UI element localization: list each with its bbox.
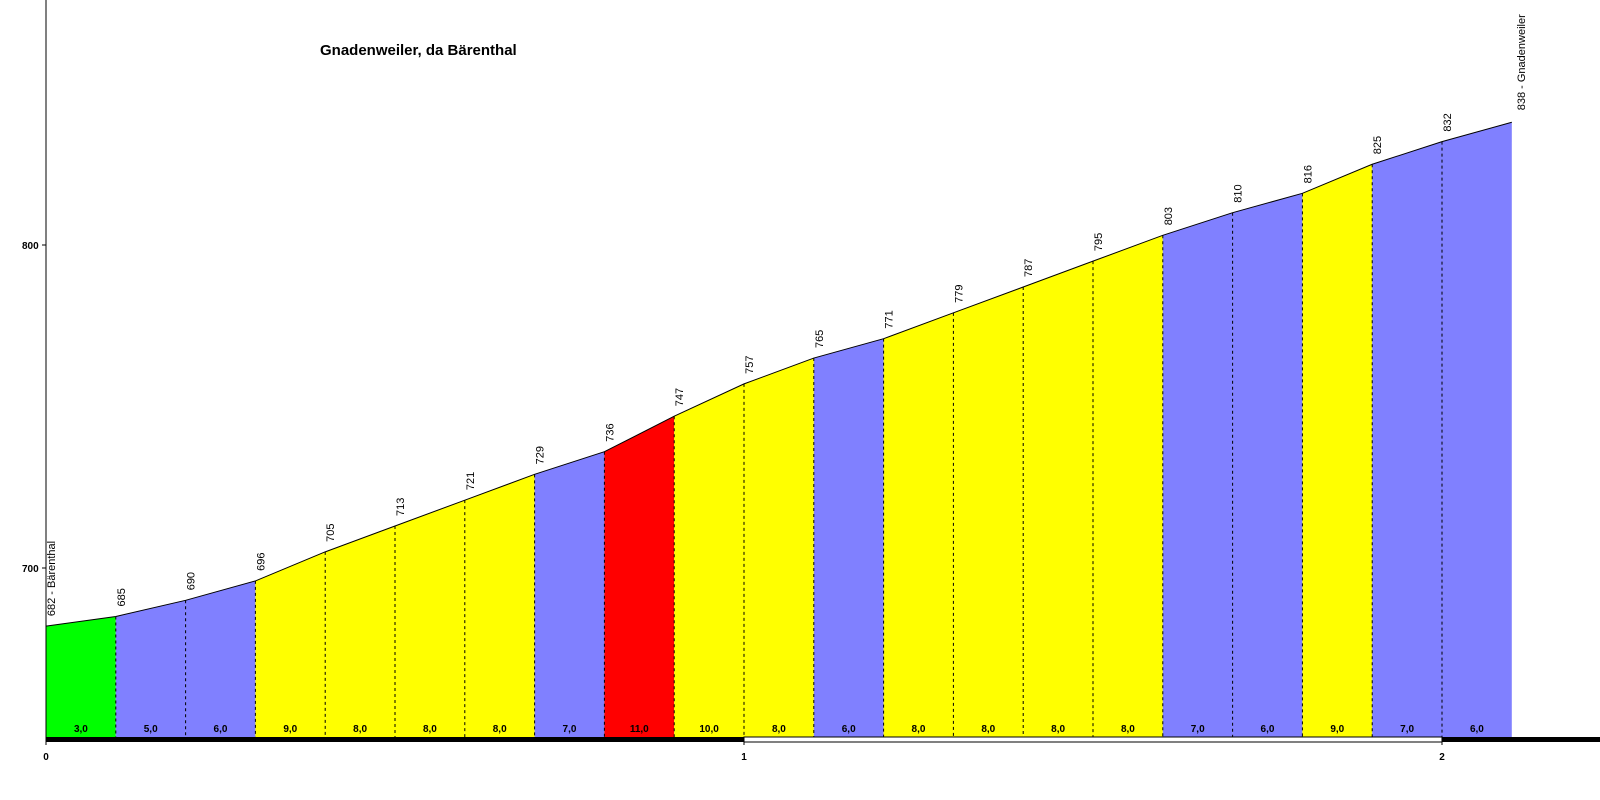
profile-line	[45, 121, 1512, 627]
elevation-label: 787	[1023, 259, 1035, 277]
gradient-segment	[1093, 235, 1163, 737]
gradient-label: 8,0	[981, 724, 995, 735]
elevation-label: 832	[1442, 113, 1454, 131]
elevation-label: 690	[186, 572, 198, 590]
gradient-segment	[464, 474, 535, 737]
elevation-label: 795	[1093, 233, 1105, 251]
elevation-label: 771	[884, 310, 896, 328]
gradient-segment	[395, 500, 465, 737]
gradient-label: 6,0	[1470, 724, 1484, 735]
gradient-segment	[744, 358, 814, 737]
gradient-segment	[115, 600, 186, 737]
gradient-label: 8,0	[353, 724, 367, 735]
gradient-label: 9,0	[1330, 724, 1344, 735]
elevation-label: 779	[953, 284, 965, 302]
elevation-label: 713	[395, 498, 407, 516]
gradient-label: 8,0	[423, 724, 437, 735]
gradient-label: 11,0	[630, 724, 649, 735]
elevation-label: 803	[1163, 207, 1175, 225]
elevation-label: 816	[1302, 165, 1314, 183]
x-axis-bar	[1442, 737, 1600, 742]
gradient-segment	[534, 451, 605, 737]
gradient-label: 5,0	[144, 724, 158, 735]
data-labels: 3,0 5,0 6,0 9,0 8,0 8,0 8,0 7,0 11,0 10,0 8,0 6,0 8,…	[46, 14, 1528, 735]
x-axis-bar	[743, 736, 1443, 743]
y-tick-label: 700	[22, 564, 39, 575]
gradient-segment	[255, 551, 326, 737]
gradient-segment	[813, 338, 884, 737]
gradient-segment	[1162, 212, 1233, 737]
elevation-label: 757	[744, 356, 756, 374]
profile-line-group	[45, 121, 1512, 627]
axes: 700 800 0 1 2	[22, 0, 1600, 763]
gradient-segment	[1232, 193, 1303, 737]
gradient-label: 8,0	[1121, 724, 1135, 735]
gradient-segment	[674, 383, 744, 737]
elevation-label: 729	[535, 446, 547, 464]
gradient-label: 6,0	[842, 724, 856, 735]
start-elevation-label: 682 - Bärenthal	[46, 541, 58, 616]
gradient-segment	[604, 416, 675, 737]
elevation-label: 685	[116, 588, 128, 606]
gradient-label: 8,0	[772, 724, 786, 735]
x-tick-label: 1	[741, 752, 747, 763]
elevation-label: 721	[465, 472, 477, 490]
gradient-segment	[185, 580, 256, 737]
gradient-label: 6,0	[1261, 724, 1275, 735]
gradient-label: 8,0	[493, 724, 507, 735]
gradient-segment	[325, 526, 395, 737]
segment-dividers	[115, 141, 1443, 737]
x-tick-label: 2	[1439, 752, 1445, 763]
elevation-label: 765	[814, 330, 826, 348]
gradient-segment	[1442, 122, 1512, 737]
elevation-label: 696	[255, 553, 267, 571]
x-axis-bar	[46, 737, 744, 742]
gradient-segment	[1023, 261, 1093, 737]
gradient-segment	[1302, 164, 1373, 737]
elevation-label: 747	[674, 388, 686, 406]
gradient-segment	[46, 616, 116, 737]
y-tick-label: 800	[22, 241, 39, 252]
x-tick-label: 0	[43, 752, 49, 763]
gradient-segment	[883, 312, 954, 737]
gradient-label: 7,0	[1191, 724, 1205, 735]
gradient-label: 10,0	[699, 724, 719, 735]
gradient-label: 7,0	[563, 724, 577, 735]
elevation-label: 810	[1233, 184, 1245, 202]
gradient-label: 6,0	[214, 724, 228, 735]
gradient-segment	[953, 286, 1024, 737]
elevation-label: 705	[325, 523, 337, 541]
gradient-label: 9,0	[283, 724, 297, 735]
chart-title: Gnadenweiler, da Bärenthal	[320, 42, 517, 59]
gradient-label: 8,0	[1051, 724, 1065, 735]
elevation-label: 825	[1372, 136, 1384, 154]
gradient-segments	[46, 122, 1512, 737]
gradient-label: 7,0	[1400, 724, 1414, 735]
end-elevation-label: 838 - Gnadenweiler	[1516, 14, 1528, 110]
gradient-label: 3,0	[74, 724, 88, 735]
gradient-label: 8,0	[912, 724, 926, 735]
gradient-segment	[1372, 141, 1442, 737]
elevation-label: 736	[604, 423, 616, 441]
